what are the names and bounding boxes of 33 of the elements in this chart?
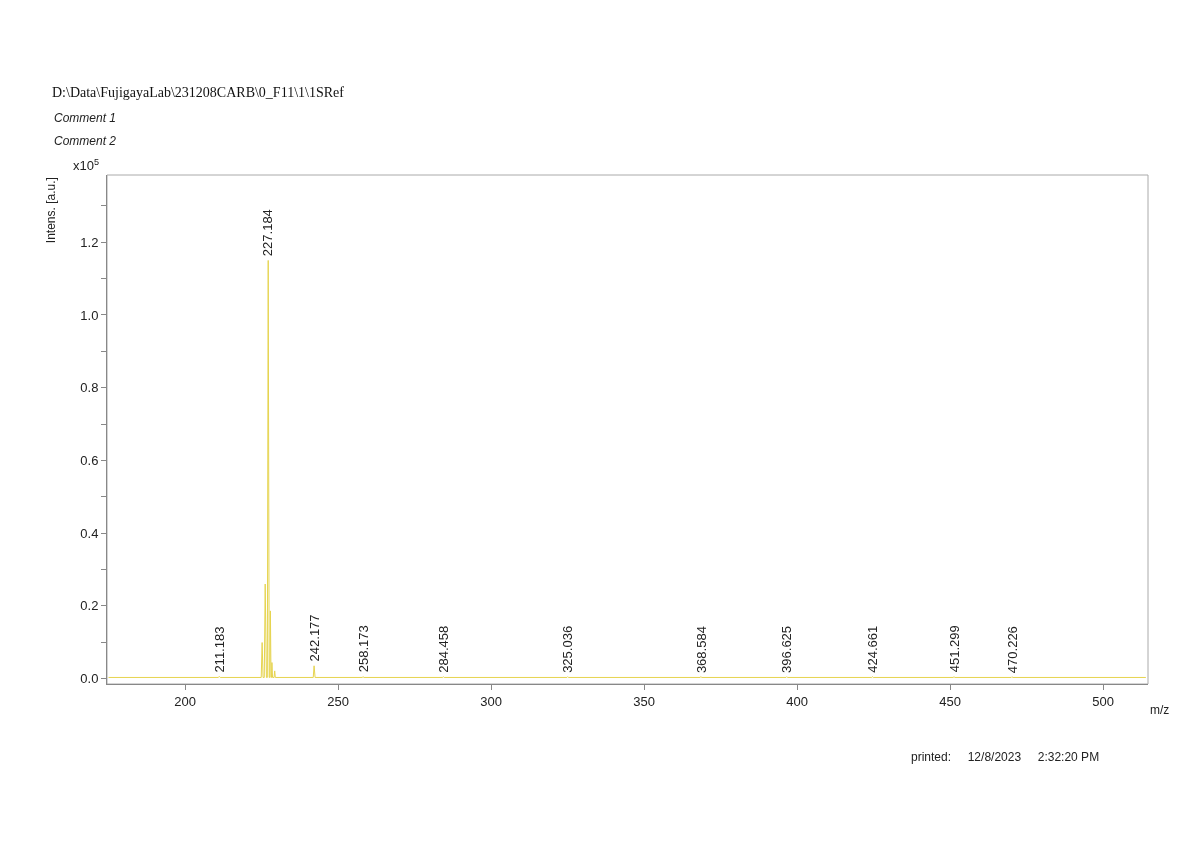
text: Comment 2 [54, 134, 117, 148]
y-tick-label: 0.4 [80, 525, 99, 541]
annotation: 424.661 [865, 625, 881, 673]
text: Comment 1 [54, 111, 117, 125]
x-tick-label: 350 [633, 693, 655, 709]
y-tick-label: 0.8 [80, 380, 99, 396]
x-tick-label: 450 [939, 693, 961, 709]
annotation: 396.625 [779, 625, 795, 673]
line-series [108, 259, 1147, 678]
x-tick-label: 400 [786, 693, 808, 709]
annotation: 451.299 [946, 625, 962, 673]
y-tick-label: 1.2 [80, 234, 99, 250]
x-tick-label: 300 [480, 693, 502, 709]
y-axis-title: Intens. [a.u.] [44, 177, 59, 244]
annotation: 242.177 [306, 614, 322, 662]
x-tick-label: 200 [174, 693, 196, 709]
annotation: 258.173 [355, 625, 371, 673]
y-tick-label: 1.0 [80, 307, 99, 323]
annotation: 227.184 [260, 209, 276, 257]
annotation: 325.036 [560, 625, 576, 673]
y-tick-label: 0.0 [80, 671, 99, 687]
annotation: 470.226 [1004, 626, 1020, 674]
y-tick-label: 0.2 [80, 598, 99, 614]
text: x10$^{5}$ [73, 157, 100, 174]
text: printed: 12/8/2023 2:32:20 PM [911, 750, 1100, 764]
x-tick-label: 250 [327, 693, 349, 709]
annotation: 284.458 [436, 625, 452, 673]
x-axis-title: m/z [1150, 703, 1170, 717]
annotation: 211.183 [211, 626, 227, 673]
y-tick-label: 0.6 [80, 452, 99, 468]
chart-title: D:\Data\FujigayaLab\231208CARB\0_F11\1\1SRef [52, 84, 345, 100]
annotation: 368.584 [693, 626, 709, 674]
x-tick-label: 500 [1092, 693, 1114, 709]
